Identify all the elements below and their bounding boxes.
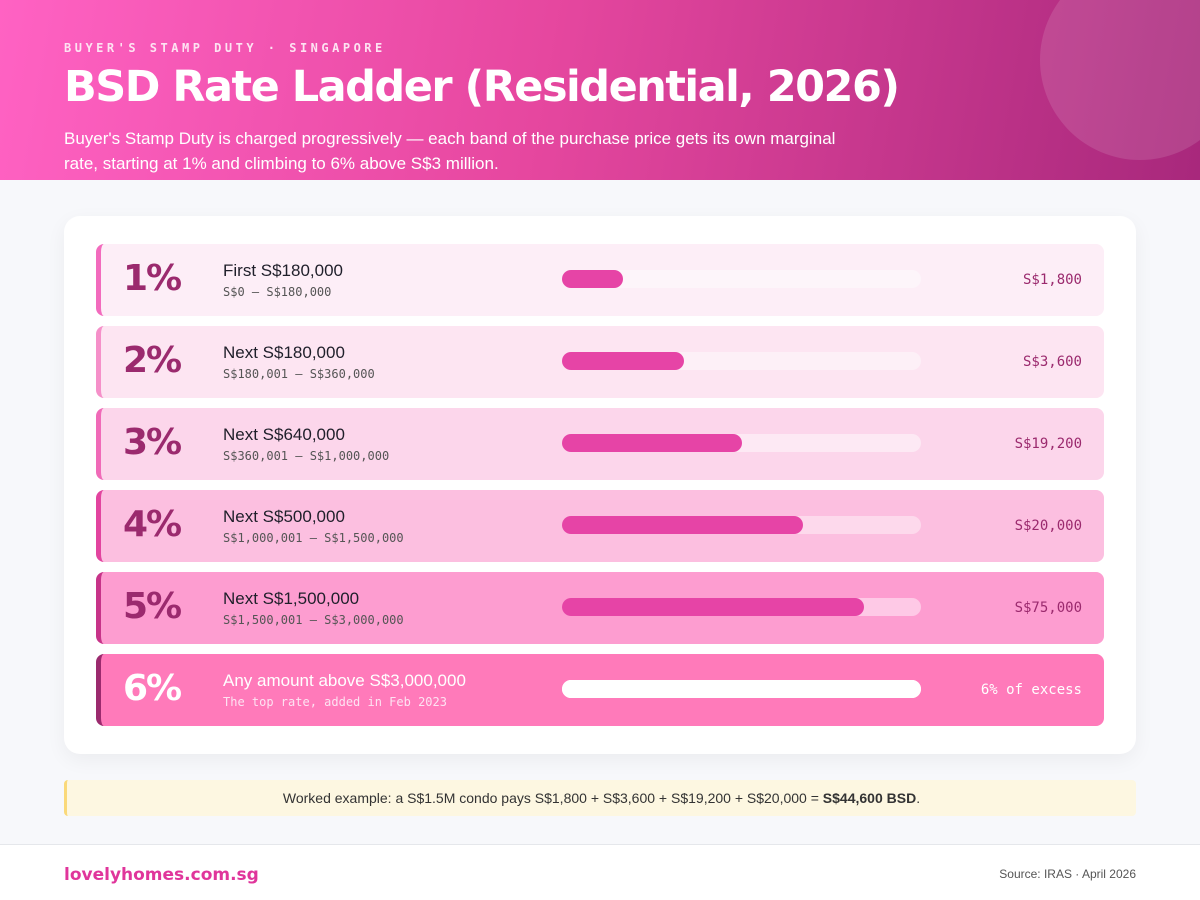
band-rate: 5% [123,586,182,627]
band-progress-track [562,270,921,288]
band-amount: S$75,000 [1014,600,1082,616]
band-range: S$360,001 – S$1,000,000 [223,449,390,463]
band-rate: 4% [123,504,182,545]
band-range: S$1,000,001 – S$1,500,000 [223,531,404,545]
band-range: S$180,001 – S$360,000 [223,367,375,381]
header-banner: BUYER'S STAMP DUTY · SINGAPORE BSD Rate … [0,0,1200,180]
note-text: Worked example: a S$1.5M condo pays S$1,… [282,790,823,806]
band-progress-track [562,680,921,698]
band-rate: 2% [123,340,182,381]
eyebrow: BUYER'S STAMP DUTY · SINGAPORE [64,41,386,55]
band-amount: S$19,200 [1014,436,1082,452]
band-amount: S$1,800 [1022,272,1082,288]
page-subtitle: Buyer's Stamp Duty is charged progressiv… [64,129,836,173]
band-row: 3% Next S$640,000 S$360,001 – S$1,000,00… [96,408,1104,480]
source-text: Source: IRAS · April 2026 [999,867,1136,881]
band-amount: S$3,600 [1022,354,1082,370]
band-progress-track [562,598,921,616]
footer: lovelyhomes.com.sg Source: IRAS · April … [0,844,1200,900]
band-progress-track [562,352,921,370]
band-progress-track [562,516,921,534]
band-label: First S$180,000 [223,261,344,280]
decorative-circle [1040,0,1200,160]
band-row: 1% First S$180,000 S$0 – S$180,000 S$1,8… [96,244,1104,316]
band-amount: 6% of excess [980,682,1082,698]
band-row: 4% Next S$500,000 S$1,000,001 – S$1,500,… [96,490,1104,562]
band-range: S$0 – S$180,000 [223,285,332,299]
band-row: 2% Next S$180,000 S$180,001 – S$360,000 … [96,326,1104,398]
note-total: S$44,600 BSD [822,790,917,806]
note-end: . [916,790,921,806]
band-label: Next S$500,000 [223,507,345,526]
band-label: Any amount above S$3,000,000 [223,671,466,690]
rate-ladder-card: 1% First S$180,000 S$0 – S$180,000 S$1,8… [64,216,1136,754]
band-range: The top rate, added in Feb 2023 [223,695,447,709]
band-progress-fill [562,434,742,452]
band-label: Next S$180,000 [223,343,345,362]
page-title: BSD Rate Ladder (Residential, 2026) [64,62,900,112]
band-label: Next S$1,500,000 [223,589,360,608]
band-label: Next S$640,000 [223,425,345,444]
band-progress-fill [562,598,864,616]
band-progress-fill [562,516,803,534]
band-progress-fill [562,680,921,698]
brand-link[interactable]: lovelyhomes.com.sg [64,865,259,885]
band-rate: 6% [123,668,182,709]
band-progress-fill [562,352,685,370]
worked-example-note: Worked example: a S$1.5M condo pays S$1,… [64,780,1136,816]
band-rate: 3% [123,422,182,463]
band-row: 5% Next S$1,500,000 S$1,500,001 – S$3,00… [96,572,1104,644]
band-row: 6% Any amount above S$3,000,000 The top … [96,654,1104,726]
band-range: S$1,500,001 – S$3,000,000 [223,613,404,627]
band-progress-fill [562,270,624,288]
band-amount: S$20,000 [1014,518,1082,534]
band-rate: 1% [123,258,182,299]
band-progress-track [562,434,921,452]
